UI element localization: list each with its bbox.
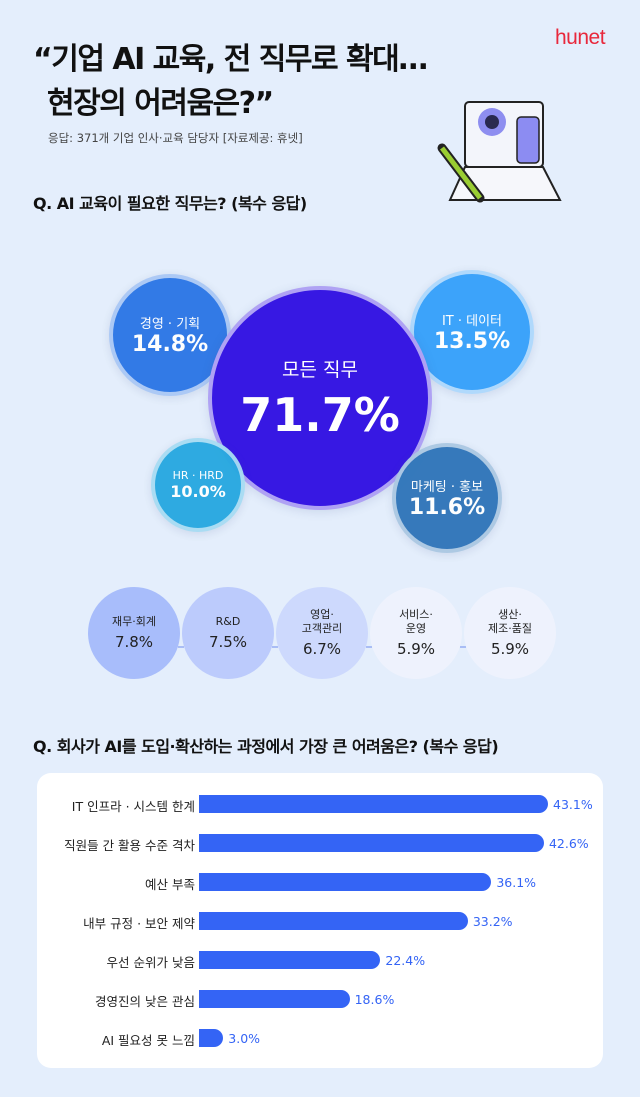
bubble-value: 14.8% <box>131 332 209 357</box>
bar <box>199 834 544 852</box>
bubble-label: 재무·회계 <box>112 615 156 628</box>
bubble-value: 13.5% <box>433 329 511 354</box>
bubble-value: 6.7% <box>302 640 342 658</box>
small-bubble-5: 재무·회계 7.8% <box>88 587 180 679</box>
bubble-label: 생산· 제조·품질 <box>488 608 532 635</box>
bubble-value: 5.9% <box>396 640 436 658</box>
connector-dot-line <box>368 646 370 648</box>
bubble-value: 7.8% <box>114 633 154 651</box>
bubble-label: 영업· 고객관리 <box>301 608 343 635</box>
bubble-value: 71.7% <box>240 387 400 442</box>
bubble-value: 7.5% <box>208 633 248 651</box>
bar-label: 우선 순위가 낮음 <box>106 955 195 970</box>
bar-row: 우선 순위가 낮음 22.4% <box>37 951 603 971</box>
bar <box>199 990 350 1008</box>
bubble-label: 경영 · 기획 <box>139 317 201 332</box>
bubble-label: HR · HRD <box>172 469 224 482</box>
bar-label: 경영진의 낮은 관심 <box>95 994 195 1009</box>
small-bubble-8: 서비스· 운영 5.9% <box>370 587 462 679</box>
bar-value: 43.1% <box>553 797 593 812</box>
bar-value: 22.4% <box>385 953 426 968</box>
bar-row: AI 필요성 못 느낌 3.0% <box>37 1029 603 1049</box>
bubble-2: IT · 데이터 13.5% <box>410 270 534 394</box>
bubble-0: 모든 직무 71.7% <box>208 286 432 510</box>
bubble-3: HR · HRD 10.0% <box>151 438 245 532</box>
subtitle: 응답: 371개 기업 인사·교육 담당자 [자료제공: 휴넷] <box>48 131 303 145</box>
bar-value: 42.6% <box>548 836 589 851</box>
bubble-label: 마케팅 · 홍보 <box>410 480 484 495</box>
connector-dot-line <box>462 646 464 648</box>
bar-value: 33.2% <box>472 914 513 929</box>
bubble-value: 5.9% <box>490 640 530 658</box>
title-line-2: 현장의 어려움은?” <box>47 86 274 121</box>
bubble-label: 서비스· 운영 <box>399 608 433 635</box>
bar <box>199 912 468 930</box>
hunet-logo: hunet <box>555 26 606 49</box>
bar-row: IT 인프라 · 시스템 한계 43.1% <box>37 795 603 815</box>
bar <box>199 795 548 813</box>
laptop-robot-illustration <box>437 101 562 203</box>
bubble-value: 11.6% <box>408 495 486 520</box>
bar-value: 36.1% <box>496 875 537 890</box>
bar-label: IT 인프라 · 시스템 한계 <box>71 799 195 814</box>
connector-dot-line <box>274 646 276 648</box>
bubble-value: 10.0% <box>170 482 226 501</box>
question-1: Q. AI 교육이 필요한 직무는? (복수 응답) <box>33 194 307 213</box>
title-line-1: “기업 AI 교육, 전 직무로 확대… <box>33 42 428 77</box>
bubble-label: IT · 데이터 <box>441 314 503 329</box>
bar-label: AI 필요성 못 느낌 <box>101 1033 195 1048</box>
bar-value: 18.6% <box>354 992 395 1007</box>
bar <box>199 1029 224 1047</box>
small-bubble-7: 영업· 고객관리 6.7% <box>276 587 368 679</box>
bubble-label: R&D <box>215 615 241 628</box>
bar-label: 내부 규정 · 보안 제약 <box>83 916 195 931</box>
bar-row: 직원들 간 활용 수준 격차 42.6% <box>37 834 603 854</box>
bubble-4: 마케팅 · 홍보 11.6% <box>392 443 502 553</box>
bar-label: 예산 부족 <box>145 877 195 892</box>
bubble-label: 모든 직무 <box>282 358 358 381</box>
bar <box>199 951 381 969</box>
page-title: “기업 AI 교육, 전 직무로 확대… 현장의 어려움은?” <box>33 38 428 126</box>
question-2: Q. 회사가 AI를 도입·확산하는 과정에서 가장 큰 어려움은? (복수 응… <box>33 737 499 756</box>
bar-chart-card: IT 인프라 · 시스템 한계 43.1% 직원들 간 활용 수준 격차 42.6% 예… <box>37 773 603 1068</box>
connector-dot-line <box>180 646 182 648</box>
small-bubble-9: 생산· 제조·품질 5.9% <box>464 587 556 679</box>
bar <box>199 873 492 891</box>
bar-row: 내부 규정 · 보안 제약 33.2% <box>37 912 603 932</box>
bar-row: 예산 부족 36.1% <box>37 873 603 893</box>
small-bubble-6: R&D 7.5% <box>182 587 274 679</box>
bar-value: 3.0% <box>228 1031 261 1046</box>
bar-label: 직원들 간 활용 수준 격차 <box>64 838 195 853</box>
bar-row: 경영진의 낮은 관심 18.6% <box>37 990 603 1010</box>
